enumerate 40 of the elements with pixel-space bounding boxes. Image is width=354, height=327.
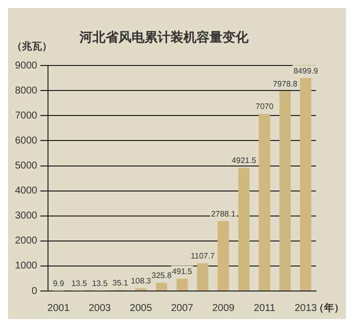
y-tick-label: 8000	[14, 85, 38, 96]
data-label: 1107.7	[190, 251, 216, 260]
bar	[238, 168, 250, 290]
bar	[218, 221, 229, 290]
chart-title: 河北省风电累计装机容量变化	[78, 29, 250, 44]
data-label: 491.5	[172, 266, 193, 276]
x-tick-label: 2013	[294, 302, 318, 314]
y-tick-label: 1000	[14, 260, 38, 272]
x-tick-label: 2005	[130, 302, 152, 314]
data-label: 13.5	[92, 278, 108, 288]
y-tick-label: 4000	[14, 186, 38, 197]
y-tick-label: 2000	[14, 236, 38, 247]
y-axis-title: （兆瓦）	[12, 40, 52, 52]
bar	[279, 91, 291, 290]
y-tick-label: 3000	[14, 210, 38, 222]
data-label: 2788.1	[211, 209, 236, 218]
data-label: 35.1	[112, 278, 129, 288]
data-label: 325.8	[152, 271, 172, 280]
x-tick-label: 2009	[212, 302, 235, 314]
data-label: 7978.8	[272, 79, 298, 88]
data-label: 13.5	[71, 278, 88, 288]
data-label: 8499.9	[293, 66, 318, 76]
y-tick-label: 6000	[14, 135, 38, 146]
y-tick-label: 9000	[14, 60, 38, 72]
data-label: 7070	[256, 102, 274, 112]
bar	[176, 278, 188, 290]
bar	[258, 114, 270, 290]
y-tick-label: 5000	[14, 160, 38, 172]
bar	[156, 282, 168, 290]
x-tick-label: 2011	[254, 302, 276, 314]
y-tick-label: 7000	[14, 110, 38, 122]
bar	[300, 78, 312, 290]
data-label: 108.3	[130, 276, 152, 286]
x-tick-label: 2007	[171, 302, 194, 314]
x-tick-label: 2001	[47, 302, 70, 314]
x-tick-label: 2003	[88, 302, 112, 314]
bar	[197, 263, 208, 290]
data-label: 4921.5	[232, 156, 257, 165]
y-tick-label: 0	[32, 286, 38, 297]
data-label: 9.9	[52, 278, 65, 288]
